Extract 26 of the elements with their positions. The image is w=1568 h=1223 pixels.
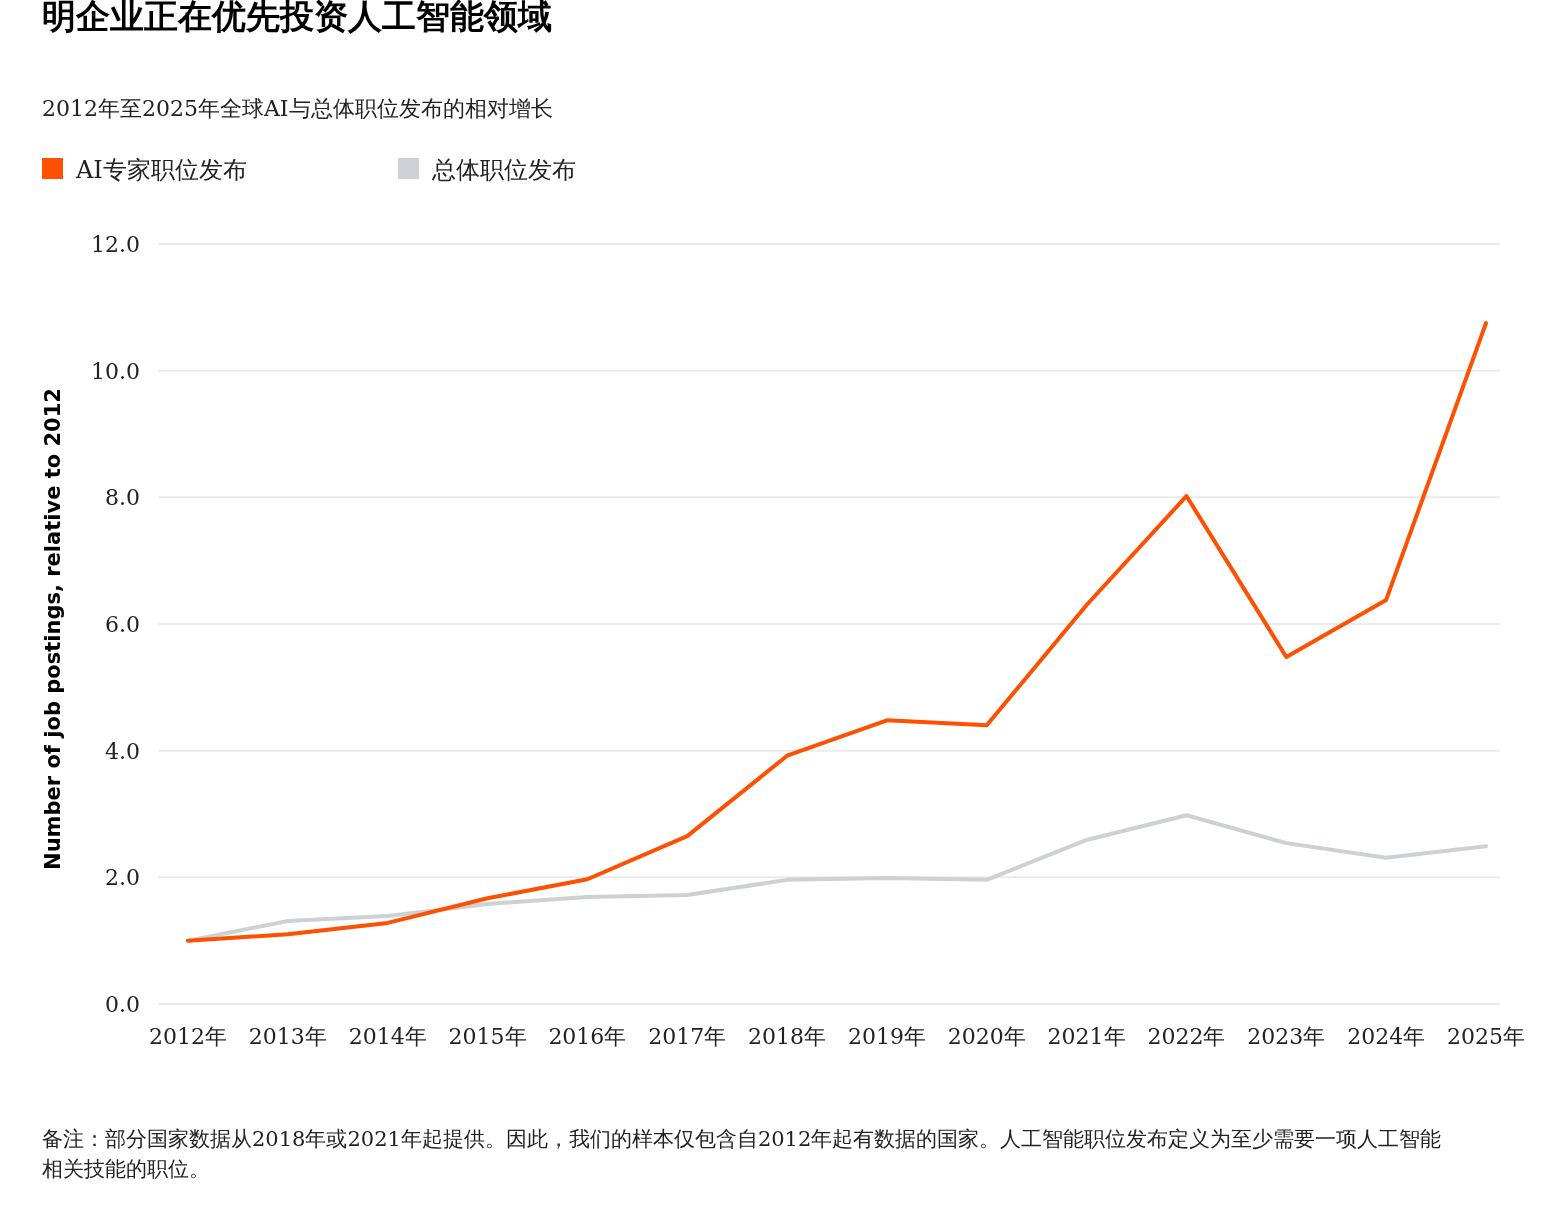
x-tick-label: 2012年 (149, 1024, 227, 1049)
x-tick-label: 2015年 (448, 1024, 527, 1049)
chart-subtitle: 2012年至2025年全球AI与总体职位发布的相对增长 (42, 96, 553, 121)
y-tick-label: 12.0 (91, 232, 140, 257)
y-tick-label: 6.0 (105, 612, 140, 637)
legend-label: AI专家职位发布 (75, 156, 247, 184)
y-tick-label: 0.0 (105, 992, 140, 1017)
x-tick-label: 2013年 (248, 1024, 327, 1049)
x-tick-label: 2020年 (947, 1024, 1026, 1049)
x-tick-label: 2023年 (1247, 1024, 1326, 1049)
x-tick-label: 2019年 (847, 1024, 926, 1049)
x-tick-label: 2014年 (348, 1024, 427, 1049)
y-tick-label: 10.0 (91, 358, 140, 384)
x-tick-label: 2025年 (1447, 1024, 1525, 1049)
x-tick-label: 2018年 (748, 1024, 827, 1049)
y-tick-label: 4.0 (105, 738, 140, 764)
y-tick-label: 8.0 (105, 485, 140, 511)
y-tick-label: 2.0 (105, 865, 140, 891)
x-tick-label: 2021年 (1047, 1024, 1126, 1049)
x-tick-label: 2016年 (548, 1024, 627, 1049)
y-axis-title: Number of job postings, relative to 2012 (41, 388, 65, 870)
x-tick-label: 2022年 (1147, 1024, 1226, 1049)
x-tick-label: 2017年 (648, 1024, 727, 1049)
annotation: 备注：部分国家数据从2018年或2021年起提供。因此，我们的样本仅包含自2012年起有数据的国家。人工智能职位发布定义为至少需要一项人工智能相关技能的职位。 (42, 1126, 1443, 1183)
legend-label: 总体职位发布 (431, 156, 576, 184)
x-tick-label: 2024年 (1347, 1024, 1426, 1049)
